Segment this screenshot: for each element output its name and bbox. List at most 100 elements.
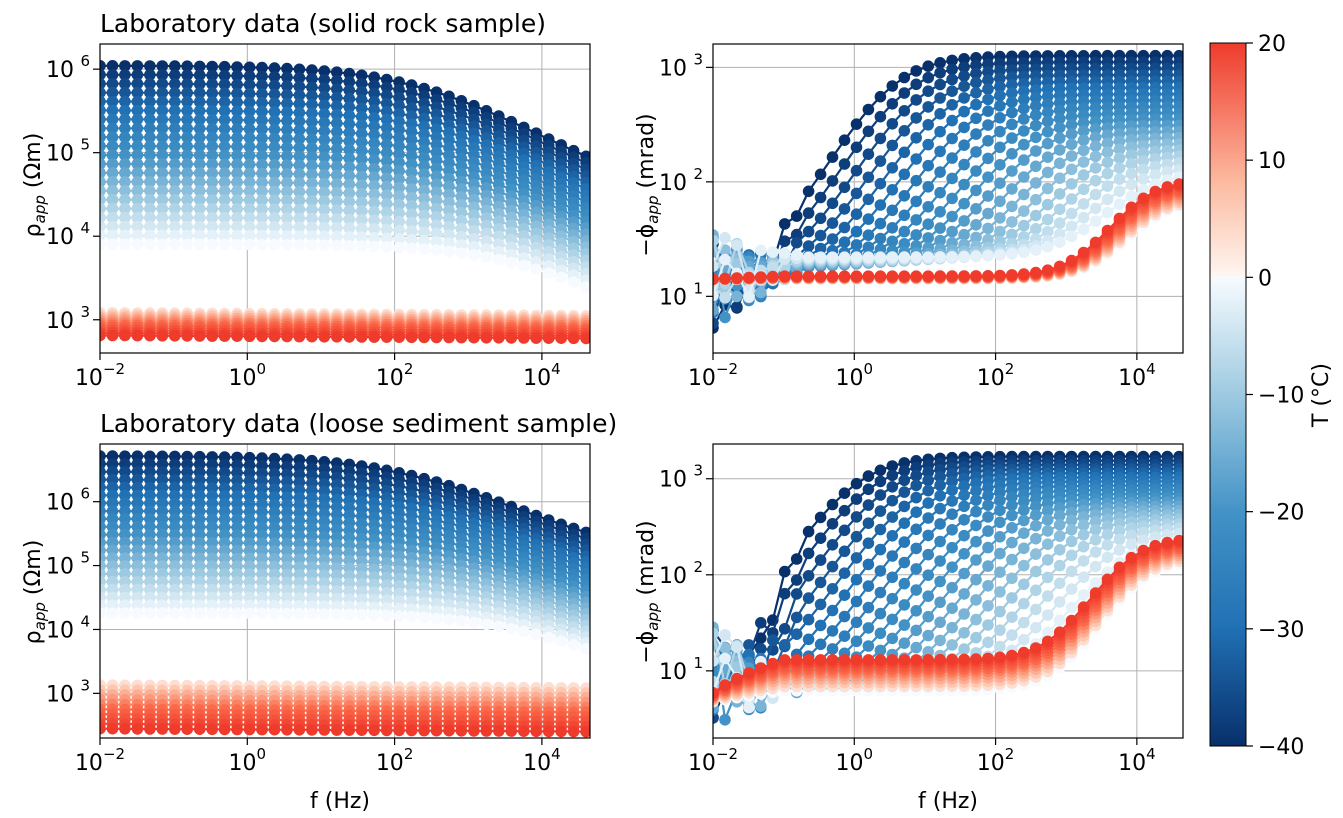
data-point xyxy=(380,215,393,227)
data-point xyxy=(181,140,193,153)
data-point xyxy=(958,92,970,104)
data-point xyxy=(355,153,368,165)
data-point xyxy=(946,508,958,520)
data-point xyxy=(1041,98,1054,110)
data-point xyxy=(814,242,827,255)
data-point xyxy=(778,218,791,230)
data-point xyxy=(268,141,281,153)
data-point xyxy=(850,616,863,629)
data-point xyxy=(1030,177,1042,189)
data-point xyxy=(755,271,767,283)
data-point xyxy=(826,583,839,595)
data-point xyxy=(1053,157,1066,170)
data-point xyxy=(910,251,922,263)
data-point xyxy=(193,211,206,224)
data-point xyxy=(850,595,863,608)
data-point xyxy=(181,723,193,735)
series-line xyxy=(100,136,587,210)
data-point xyxy=(874,543,887,556)
data-point xyxy=(1137,155,1150,167)
data-point xyxy=(193,122,206,135)
data-point xyxy=(713,304,719,316)
data-point xyxy=(331,66,343,78)
data-point xyxy=(874,505,887,517)
data-point xyxy=(306,64,318,76)
data-point xyxy=(862,537,875,549)
data-point xyxy=(119,149,131,161)
data-point xyxy=(946,270,958,282)
data-point xyxy=(293,186,306,198)
data-point xyxy=(1101,193,1114,206)
data-point xyxy=(256,61,268,74)
data-point xyxy=(713,234,719,247)
data-point xyxy=(368,214,381,227)
data-point xyxy=(982,66,994,78)
data-point xyxy=(368,112,381,124)
data-point xyxy=(268,167,281,180)
data-point xyxy=(206,203,218,215)
data-point xyxy=(243,79,256,91)
data-point xyxy=(293,724,306,736)
data-point xyxy=(256,132,268,144)
data-point xyxy=(331,143,343,155)
data-point xyxy=(790,210,803,222)
data-point xyxy=(1041,166,1054,179)
data-point xyxy=(331,186,343,199)
data-point xyxy=(231,238,243,251)
data-point xyxy=(131,95,144,108)
series-line xyxy=(100,684,587,690)
data-point xyxy=(468,249,480,261)
data-point xyxy=(343,178,356,191)
data-point xyxy=(982,499,994,512)
data-point xyxy=(106,86,119,99)
data-point xyxy=(493,253,505,266)
data-point xyxy=(1041,571,1054,584)
y-tick-label: 10 5 xyxy=(46,136,90,167)
data-point xyxy=(1041,225,1054,238)
data-point xyxy=(934,186,946,199)
data-point xyxy=(1006,200,1018,213)
data-point xyxy=(231,607,243,620)
data-point xyxy=(874,565,887,577)
series-line xyxy=(100,154,587,223)
data-point xyxy=(1137,183,1150,196)
data-point xyxy=(169,176,181,188)
data-point xyxy=(790,628,803,640)
data-point xyxy=(713,317,719,329)
data-point xyxy=(119,193,131,206)
series-line xyxy=(713,182,1180,281)
data-point xyxy=(131,211,144,224)
data-point xyxy=(1077,144,1090,157)
data-point xyxy=(243,185,256,197)
data-point xyxy=(331,108,343,121)
series-line xyxy=(100,688,587,694)
data-point xyxy=(418,160,430,172)
data-point xyxy=(719,629,731,641)
series-line xyxy=(100,329,587,335)
data-point xyxy=(838,589,851,601)
data-point xyxy=(131,202,144,215)
data-point xyxy=(119,185,131,197)
data-point xyxy=(405,242,418,255)
data-point xyxy=(106,722,119,735)
data-point xyxy=(243,212,256,224)
data-point xyxy=(814,619,827,632)
data-point xyxy=(106,122,119,135)
data-point xyxy=(405,724,418,737)
data-point xyxy=(256,150,268,162)
data-point xyxy=(898,486,911,498)
data-point xyxy=(243,96,256,109)
data-point xyxy=(380,172,393,184)
data-point xyxy=(100,113,106,126)
data-point xyxy=(281,724,293,736)
data-point xyxy=(119,104,131,117)
data-point xyxy=(256,176,268,189)
data-point xyxy=(1089,123,1102,135)
data-point xyxy=(156,78,169,90)
data-point xyxy=(1065,524,1078,536)
data-point xyxy=(713,289,719,302)
series-line xyxy=(713,467,1180,688)
data-point xyxy=(862,483,875,496)
data-point xyxy=(1006,572,1018,585)
